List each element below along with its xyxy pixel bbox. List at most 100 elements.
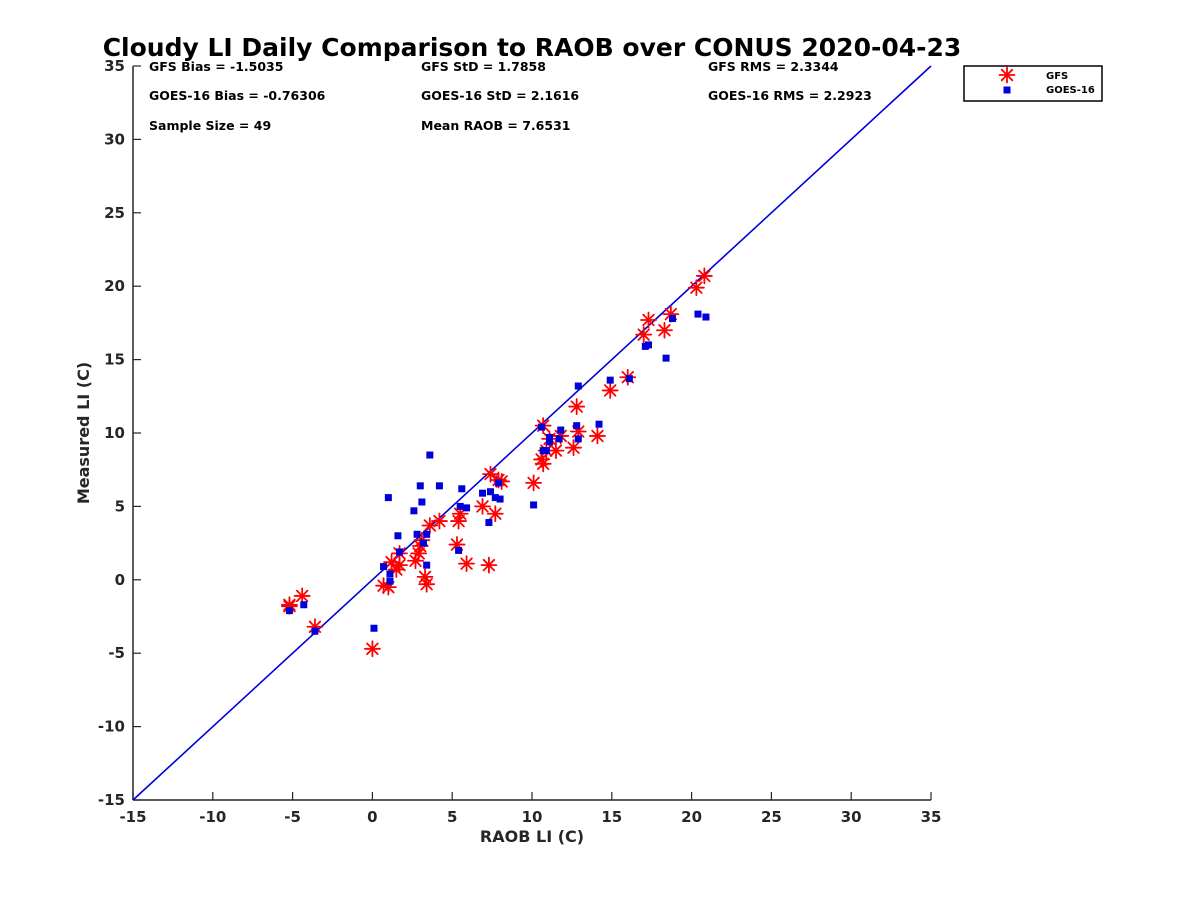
x-tick-label: -10 (199, 808, 226, 826)
x-tick-label: 20 (681, 808, 702, 826)
point-goes16 (595, 420, 603, 428)
legend-label-goes16: GOES-16 (1046, 85, 1095, 96)
point-goes16 (491, 494, 499, 502)
stat-goes16-bias: GOES-16 Bias = -0.76306 (149, 88, 326, 103)
point-goes16 (463, 504, 471, 512)
point-goes16 (479, 489, 487, 497)
point-gfs (565, 439, 582, 457)
point-goes16 (668, 314, 676, 322)
point-goes16 (458, 485, 466, 493)
legend-square-icon (1003, 86, 1011, 94)
stat-mean-raob: Mean RAOB = 7.6531 (421, 118, 570, 133)
point-goes16 (386, 577, 394, 585)
point-gfs (656, 321, 673, 339)
point-gfs (601, 382, 619, 399)
stat-gfs-std: GFS StD = 1.7858 (421, 59, 546, 74)
point-goes16 (694, 310, 702, 318)
point-goes16 (542, 447, 550, 455)
one-to-one-line (132, 65, 932, 801)
x-tick-label: 25 (761, 808, 782, 826)
point-goes16 (423, 530, 431, 538)
point-goes16 (606, 376, 614, 384)
point-goes16 (456, 502, 464, 510)
point-goes16 (574, 382, 582, 390)
point-goes16 (418, 498, 426, 506)
x-tick-label: 10 (522, 808, 543, 826)
y-tick-label: -5 (108, 644, 125, 662)
point-goes16 (370, 624, 378, 632)
series-goes16 (285, 310, 710, 635)
point-gfs (589, 427, 606, 445)
point-goes16 (311, 627, 319, 635)
point-goes16 (300, 601, 308, 609)
x-tick-label: -15 (119, 808, 146, 826)
x-axis-label: RAOB LI (C) (480, 827, 584, 846)
point-gfs (458, 555, 475, 573)
point-gfs (418, 575, 436, 593)
point-goes16 (394, 532, 402, 540)
point-gfs (568, 398, 586, 415)
point-gfs (416, 568, 434, 586)
legend: GFS GOES-16 (963, 65, 1103, 102)
point-gfs (695, 267, 713, 285)
y-tick-label: 20 (104, 277, 125, 295)
point-goes16 (487, 488, 495, 496)
y-tick-label: 5 (115, 497, 125, 515)
stat-gfs-bias: GFS Bias = -1.5035 (149, 59, 283, 74)
point-gfs (687, 279, 705, 297)
point-gfs (431, 512, 448, 530)
data-points (281, 267, 713, 658)
point-goes16 (384, 494, 392, 502)
stat-goes16-rms: GOES-16 RMS = 2.2923 (708, 88, 872, 103)
point-gfs (482, 465, 499, 483)
point-gfs (474, 497, 491, 515)
point-goes16 (413, 530, 421, 538)
point-goes16 (546, 438, 554, 446)
y-axis-label: Measured LI (C) (74, 362, 93, 504)
reference-line-layer (132, 65, 932, 801)
point-goes16 (423, 561, 431, 569)
point-gfs (525, 474, 542, 492)
y-tick-label: -10 (98, 718, 125, 736)
point-goes16 (574, 435, 582, 443)
legend-marker-goes16 (1003, 86, 1011, 94)
statistics-block: GFS Bias = -1.5035 GFS StD = 1.7858 GFS … (149, 59, 872, 133)
point-gfs (534, 455, 552, 473)
x-tick-label: 0 (367, 808, 377, 826)
point-gfs (486, 505, 504, 523)
point-goes16 (419, 539, 427, 547)
point-gfs (450, 512, 467, 530)
point-gfs (480, 556, 498, 574)
x-tick-label: 30 (841, 808, 862, 826)
point-goes16 (625, 375, 633, 383)
y-tick-label: 35 (104, 57, 125, 75)
stat-gfs-rms: GFS RMS = 2.3344 (708, 59, 839, 74)
legend-label-gfs: GFS (1046, 71, 1068, 82)
point-goes16 (546, 433, 554, 441)
legend-box (963, 65, 1103, 102)
y-tick-label: 10 (104, 424, 125, 442)
axes: -15 -10 -5 0 5 10 15 20 25 30 35 -15 -10 -5 0 5 10 15 20 25… (98, 57, 942, 826)
point-gfs (391, 556, 408, 574)
point-goes16 (386, 570, 394, 578)
point-goes16 (435, 482, 443, 490)
point-goes16 (485, 519, 493, 527)
point-gfs (640, 311, 657, 329)
legend-asterisk-icon (998, 66, 1016, 84)
y-tick-label: 25 (104, 204, 125, 222)
stat-goes16-std: GOES-16 StD = 2.1616 (421, 88, 579, 103)
y-tick-label: 30 (104, 130, 125, 148)
point-goes16 (285, 607, 293, 615)
y-tick-label: -15 (98, 791, 125, 809)
x-tick-label: -5 (284, 808, 301, 826)
stat-sample-size: Sample Size = 49 (149, 118, 271, 133)
point-goes16 (494, 479, 502, 487)
point-goes16 (702, 313, 710, 321)
y-tick-label: 0 (115, 571, 125, 589)
point-goes16 (455, 546, 463, 554)
point-goes16 (573, 422, 581, 430)
point-gfs (363, 640, 381, 658)
point-goes16 (557, 426, 565, 434)
legend-marker-gfs (998, 66, 1016, 84)
